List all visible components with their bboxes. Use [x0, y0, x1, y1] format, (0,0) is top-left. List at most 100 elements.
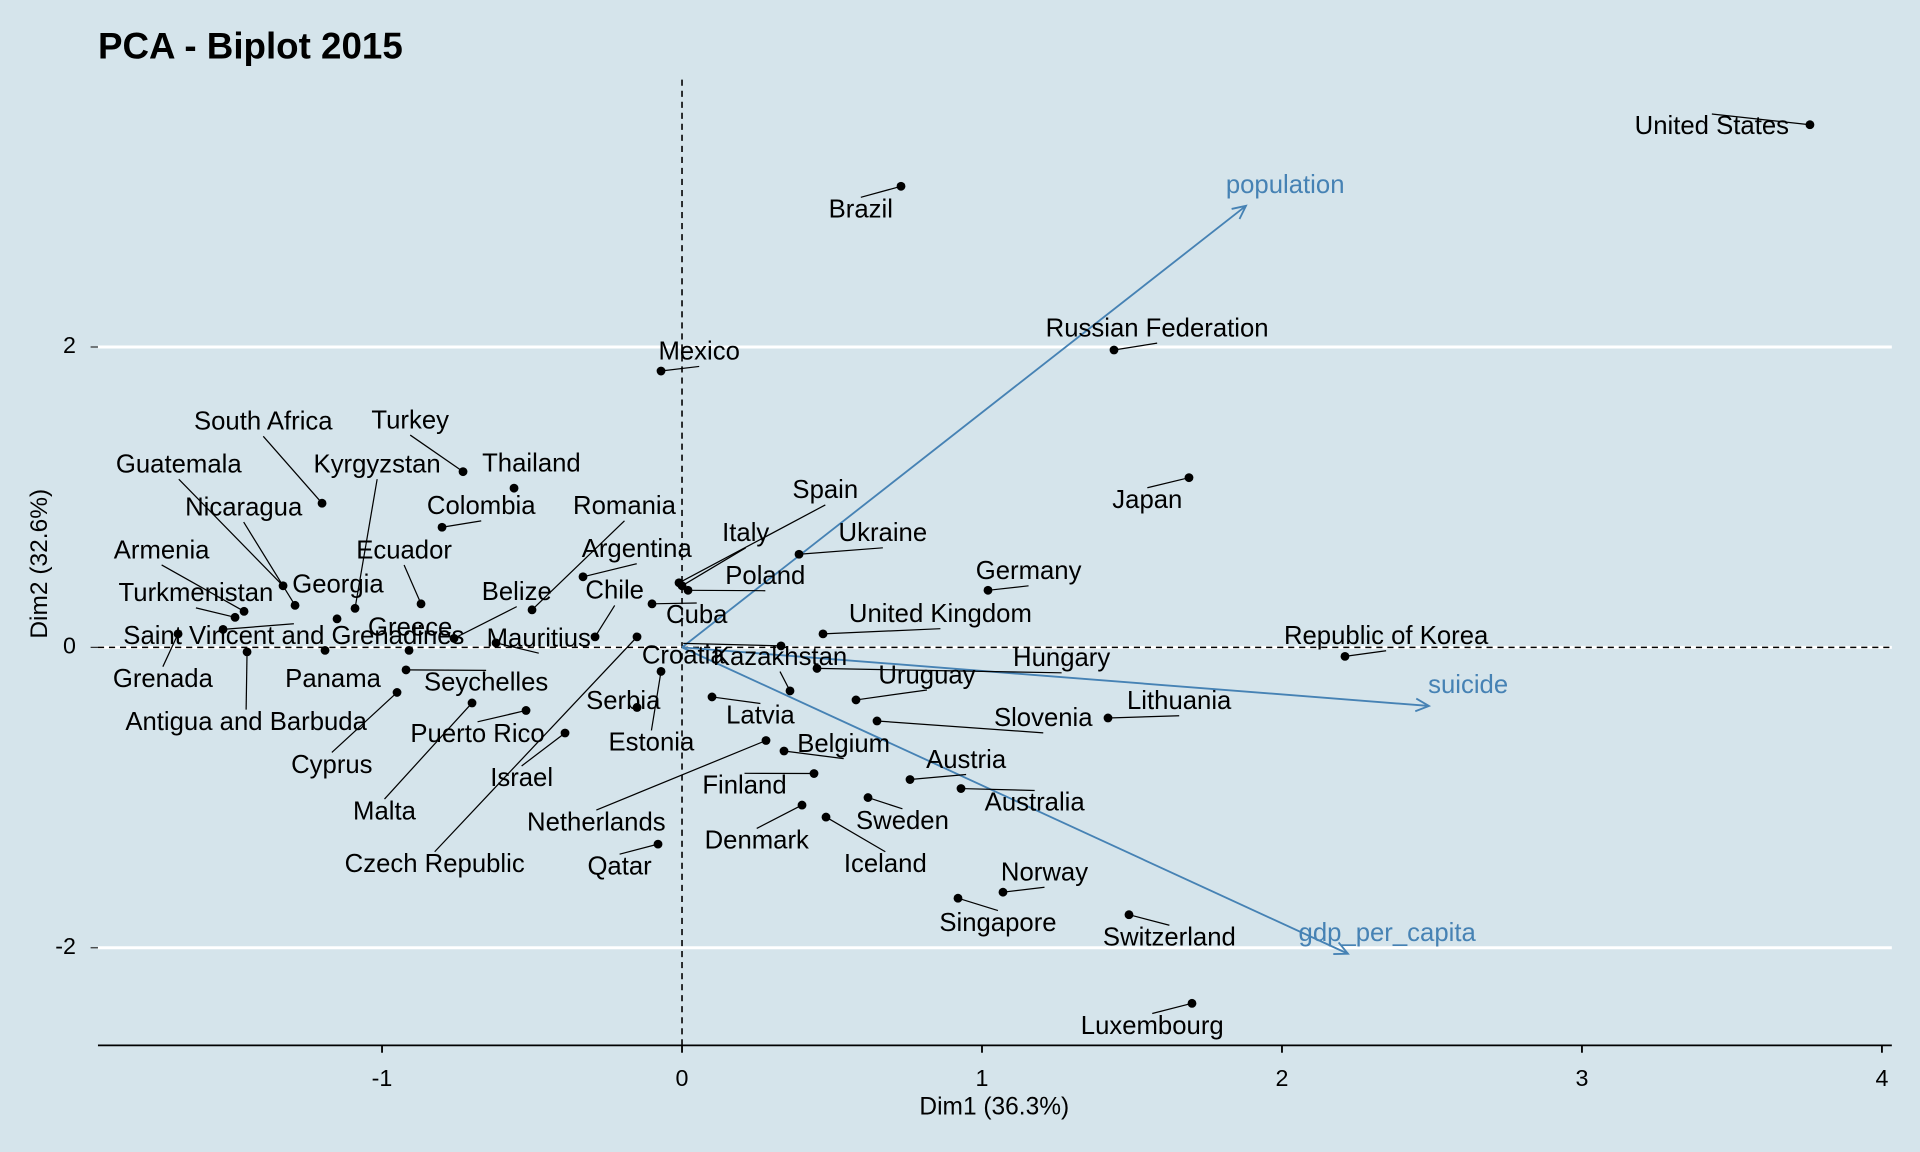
loading-vector	[681, 646, 1349, 955]
x-tick-label: 3	[1575, 1065, 1588, 1091]
point	[1340, 651, 1350, 661]
point-label: Finland	[702, 772, 786, 800]
point	[707, 692, 717, 702]
point-label: Cuba	[666, 601, 728, 629]
point	[1184, 473, 1194, 483]
point-label: Denmark	[705, 827, 809, 855]
point-label: Uruguay	[878, 661, 975, 689]
point-label: Austria	[926, 746, 1007, 774]
point-label: Nicaragua	[185, 493, 303, 521]
point-label: Panama	[285, 665, 381, 693]
point-label: Israel	[490, 764, 553, 792]
x-tick-label: 4	[1875, 1065, 1888, 1091]
leader-line	[681, 547, 747, 587]
leader-line	[825, 816, 886, 853]
point	[521, 706, 531, 715]
x-tick-label: 2	[1276, 1065, 1289, 1091]
point-label: Serbia	[586, 687, 661, 715]
point-label: Italy	[722, 519, 769, 547]
point-label: United States	[1635, 112, 1789, 140]
point-label: Luxembourg	[1081, 1012, 1224, 1040]
point-label: Germany	[976, 557, 1082, 585]
point	[863, 793, 873, 802]
point-label: Grenada	[113, 665, 214, 693]
point	[872, 716, 882, 726]
x-tick-label: 1	[976, 1065, 989, 1091]
point-label: Switzerland	[1103, 924, 1236, 952]
leader-line	[860, 185, 902, 198]
point-label: South Africa	[194, 408, 333, 436]
vector-label: population	[1226, 171, 1345, 199]
leader-line	[1107, 715, 1180, 719]
leader-line	[1152, 1002, 1193, 1015]
leader-line	[521, 732, 566, 767]
point-label: Russian Federation	[1046, 314, 1269, 342]
point	[905, 775, 915, 784]
point	[230, 612, 240, 622]
x-tick-label: -1	[372, 1065, 393, 1091]
leader-line	[596, 739, 767, 811]
point-label: Puerto Rico	[410, 720, 544, 748]
leader-line	[384, 702, 473, 800]
point	[401, 665, 411, 675]
point	[458, 467, 468, 477]
point	[332, 614, 342, 624]
leader-line	[909, 773, 967, 781]
leader-line	[678, 504, 826, 584]
leader-line	[409, 434, 464, 473]
point-label: Ecuador	[356, 536, 452, 564]
leader-line	[403, 564, 422, 605]
point	[290, 600, 300, 610]
point	[683, 585, 693, 595]
point-label: Ukraine	[839, 519, 928, 547]
point	[239, 606, 249, 616]
point-label: Lithuania	[1127, 687, 1232, 715]
point-label: Greece	[368, 613, 452, 641]
point	[1124, 910, 1134, 920]
point	[632, 632, 642, 642]
point	[404, 645, 414, 655]
leader-line	[650, 671, 662, 731]
leader-line	[434, 636, 638, 853]
leader-line	[161, 564, 245, 612]
leader-line	[876, 720, 1044, 734]
point-label: Antigua and Barbuda	[125, 708, 367, 736]
point-label: Sweden	[856, 807, 949, 835]
point	[560, 728, 570, 738]
leader-line	[1147, 477, 1190, 489]
y-tick-label: 2	[63, 332, 76, 358]
point-label: Mexico	[658, 338, 739, 366]
point-label: Japan	[1112, 486, 1182, 514]
point	[653, 839, 663, 849]
leader-line	[453, 606, 518, 639]
point	[797, 800, 807, 810]
point	[449, 633, 459, 643]
point	[1103, 713, 1113, 723]
point	[509, 483, 519, 493]
point	[656, 366, 666, 376]
point-label: Czech Republic	[345, 850, 525, 878]
point-label: Singapore	[939, 909, 1056, 937]
point-label: Romania	[573, 492, 677, 520]
leader-line	[619, 843, 659, 855]
point	[1109, 345, 1119, 355]
leader-line	[495, 642, 539, 654]
vector-arrowhead	[1333, 941, 1350, 955]
vector-label: gdp_per_capita	[1299, 919, 1477, 947]
point-label: Poland	[725, 562, 805, 590]
point	[851, 695, 861, 705]
point-label: Estonia	[609, 729, 695, 757]
point	[527, 605, 537, 615]
point-label: Norway	[1001, 859, 1088, 887]
point-label: Chile	[585, 577, 644, 605]
leader-line	[816, 667, 1062, 674]
leader-line	[1113, 342, 1158, 351]
leader-line	[243, 521, 296, 606]
point	[467, 698, 477, 708]
point	[1187, 998, 1197, 1008]
x-axis-label: Dim1 (36.3%)	[919, 1093, 1069, 1120]
point	[578, 572, 588, 582]
vector-label: suicide	[1428, 671, 1508, 699]
point-label: Georgia	[292, 571, 384, 599]
